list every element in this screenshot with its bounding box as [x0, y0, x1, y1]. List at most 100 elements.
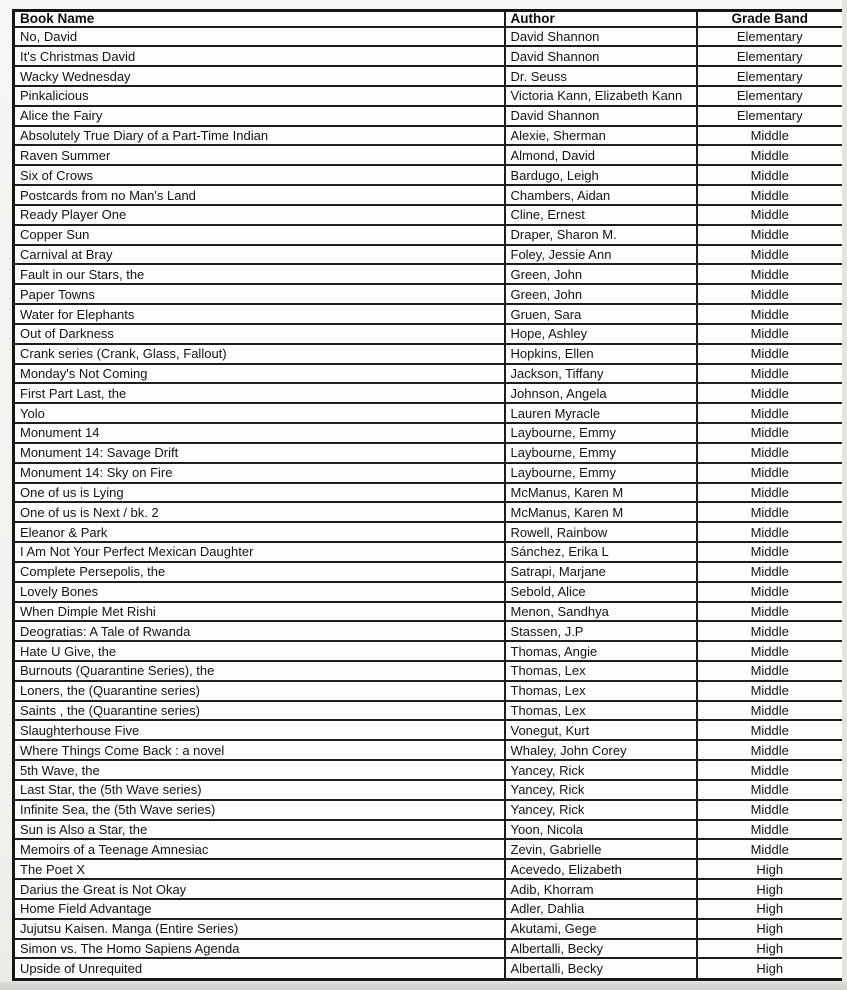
- author-cell: Chambers, Aidan: [503, 184, 698, 206]
- table-row: The Poet X Acevedo, Elizabeth High: [12, 858, 845, 881]
- author-cell: Green, John: [503, 283, 698, 306]
- grade-band-cell: Elementary: [695, 84, 845, 107]
- author-cell: Thomas, Angie: [503, 640, 698, 662]
- book-name-cell: No, David: [12, 25, 506, 48]
- table-row: Monday's Not Coming Jackson, Tiffany Middl…: [12, 362, 845, 385]
- table-row: One of us is Next / bk. 2 McManus, Karen …: [12, 501, 845, 524]
- table-row: Infinite Sea, the (5th Wave series) Yance…: [12, 798, 845, 821]
- author-cell: Bardugo, Leigh: [503, 164, 698, 187]
- grade-band-cell: High: [695, 878, 845, 900]
- author-cell: Victoria Kann, Elizabeth Kann: [503, 84, 698, 107]
- grade-band-cell: Middle: [695, 164, 845, 187]
- book-name-cell: I Am Not Your Perfect Mexican Daughter: [12, 541, 506, 563]
- table-row: Monument 14 Laybourne, Emmy Middle: [12, 422, 845, 444]
- grade-band-cell: Middle: [695, 422, 845, 444]
- table-row: Pinkalicious Victoria Kann, Elizabeth Kan…: [12, 84, 845, 107]
- book-name-cell: Burnouts (Quarantine Series), the: [12, 660, 506, 682]
- table-row: Postcards from no Man's Land Chambers, Ai…: [12, 184, 845, 206]
- table-row: Copper Sun Draper, Sharon M. Middle: [12, 223, 845, 246]
- book-name-cell: Jujutsu Kaisen. Manga (Entire Series): [12, 917, 506, 940]
- author-cell: Hopkins, Ellen: [503, 342, 698, 365]
- grade-band-cell: Middle: [695, 759, 845, 781]
- table-row: Complete Persepolis, the Satrapi, Marjane…: [12, 560, 845, 583]
- table-row: Simon vs. The Homo Sapiens Agenda Alberta…: [12, 937, 845, 960]
- author-cell: Akutami, Gege: [503, 917, 698, 940]
- scan-edge-right: [842, 0, 847, 990]
- author-cell: Acevedo, Elizabeth: [503, 858, 698, 881]
- book-name-cell: Postcards from no Man's Land: [12, 184, 506, 206]
- author-cell: Stassen, J.P: [503, 620, 698, 643]
- book-name-cell: Saints , the (Quarantine series): [12, 699, 506, 722]
- table-row: Ready Player One Cline, Ernest Middle: [12, 203, 845, 226]
- grade-band-cell: Middle: [695, 798, 845, 821]
- grade-band-cell: Middle: [695, 203, 845, 226]
- grade-band-cell: High: [695, 917, 845, 940]
- grade-band-cell: Middle: [695, 620, 845, 643]
- grade-band-cell: Middle: [695, 719, 845, 742]
- table-row: Monument 14: Sky on Fire Laybourne, Emmy M…: [12, 461, 845, 484]
- grade-band-cell: Middle: [695, 560, 845, 583]
- book-name-cell: Copper Sun: [12, 223, 506, 246]
- table-row: Loners, the (Quarantine series) Thomas, L…: [12, 679, 845, 702]
- grade-band-cell: Middle: [695, 402, 845, 425]
- book-name-cell: Monument 14: Sky on Fire: [12, 461, 506, 484]
- author-cell: Whaley, John Corey: [503, 739, 698, 762]
- book-name-cell: Deogratias: A Tale of Rwanda: [12, 620, 506, 643]
- table-row: Jujutsu Kaisen. Manga (Entire Series) Aku…: [12, 917, 845, 940]
- book-name-cell: Infinite Sea, the (5th Wave series): [12, 798, 506, 821]
- author-cell: Draper, Sharon M.: [503, 223, 698, 246]
- table-row: First Part Last, the Johnson, Angela Middl…: [12, 382, 845, 405]
- author-cell: Yancey, Rick: [503, 798, 698, 821]
- table-row: Burnouts (Quarantine Series), the Thomas,…: [12, 660, 845, 682]
- scan-edge-bottom: [0, 982, 847, 990]
- book-name-cell: Lovely Bones: [12, 580, 506, 603]
- author-cell: Menon, Sandhya: [503, 600, 698, 623]
- table-row: Memoirs of a Teenage Amnesiac Zevin, Gabr…: [12, 838, 845, 861]
- author-cell: David Shannon: [503, 104, 698, 127]
- author-cell: Rowell, Rainbow: [503, 521, 698, 544]
- author-cell: Hope, Ashley: [503, 322, 698, 345]
- author-cell: McManus, Karen M: [503, 501, 698, 524]
- author-cell: Thomas, Lex: [503, 699, 698, 722]
- book-name-cell: Complete Persepolis, the: [12, 560, 506, 583]
- table-row: Paper Towns Green, John Middle: [12, 283, 845, 306]
- grade-band-cell: Middle: [695, 303, 845, 325]
- table-row: Absolutely True Diary of a Part-Time Ind…: [12, 124, 845, 147]
- grade-band-cell: Middle: [695, 818, 845, 841]
- table-row: 5th Wave, the Yancey, Rick Middle: [12, 759, 845, 781]
- table-row: Carnival at Bray Foley, Jessie Ann Middle: [12, 243, 845, 266]
- book-name-cell: Upside of Unrequited: [12, 957, 506, 981]
- grade-band-cell: Middle: [695, 580, 845, 603]
- author-cell: Almond, David: [503, 144, 698, 167]
- column-header-grade-band: Grade Band: [695, 9, 845, 28]
- table-row: Out of Darkness Hope, Ashley Middle: [12, 322, 845, 345]
- grade-band-cell: Middle: [695, 521, 845, 544]
- author-cell: Vonegut, Kurt: [503, 719, 698, 742]
- author-cell: Adib, Khorram: [503, 878, 698, 900]
- book-name-cell: 5th Wave, the: [12, 759, 506, 781]
- column-header-author: Author: [503, 9, 698, 28]
- book-name-cell: Last Star, the (5th Wave series): [12, 778, 506, 801]
- grade-band-cell: Middle: [695, 481, 845, 504]
- table-row: Sun is Also a Star, the Yoon, Nicola Middl…: [12, 818, 845, 841]
- grade-band-cell: High: [695, 858, 845, 881]
- book-name-cell: Fault in our Stars, the: [12, 263, 506, 286]
- author-cell: Green, John: [503, 263, 698, 286]
- book-name-cell: Memoirs of a Teenage Amnesiac: [12, 838, 506, 861]
- book-name-cell: One of us is Lying: [12, 481, 506, 504]
- table-row: Slaughterhouse Five Vonegut, Kurt Middle: [12, 719, 845, 742]
- header-row: Book Name Author Grade Band: [12, 9, 845, 28]
- table-row: Wacky Wednesday Dr. Seuss Elementary: [12, 65, 845, 87]
- table-row: It's Christmas David David Shannon Element…: [12, 45, 845, 68]
- grade-band-cell: Middle: [695, 461, 845, 484]
- book-name-cell: It's Christmas David: [12, 45, 506, 68]
- grade-band-cell: Elementary: [695, 65, 845, 87]
- author-cell: McManus, Karen M: [503, 481, 698, 504]
- author-cell: Zevin, Gabrielle: [503, 838, 698, 861]
- column-header-book-name: Book Name: [12, 9, 506, 28]
- table-row: Home Field Advantage Adler, Dahlia High: [12, 897, 845, 920]
- grade-band-cell: Middle: [695, 778, 845, 801]
- grade-band-cell: Middle: [695, 184, 845, 206]
- table-row: No, David David Shannon Elementary: [12, 25, 845, 48]
